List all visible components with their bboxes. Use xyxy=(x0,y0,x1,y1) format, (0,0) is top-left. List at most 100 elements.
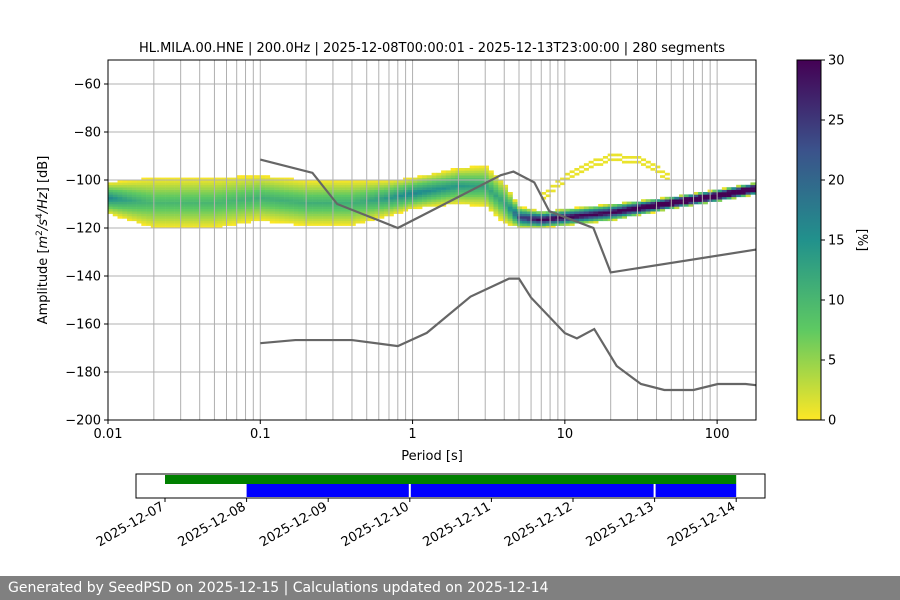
psd-cell xyxy=(498,218,504,222)
psd-cell xyxy=(279,194,285,198)
psd-cell xyxy=(298,218,304,222)
psd-cell xyxy=(536,213,542,217)
psd-cell xyxy=(179,184,185,188)
psd-cell xyxy=(322,196,328,200)
psd-cell xyxy=(260,189,266,193)
psd-cell xyxy=(436,182,442,186)
psd-cell xyxy=(179,192,185,195)
psd-cell xyxy=(650,204,656,207)
psd-cell xyxy=(445,187,451,190)
psd-cell xyxy=(322,223,328,226)
psd-cell xyxy=(131,213,137,217)
psd-cell xyxy=(740,187,746,190)
psd-cell xyxy=(450,201,456,205)
psd-cell xyxy=(136,213,142,217)
psd-cell xyxy=(488,204,494,207)
psd-cell xyxy=(740,189,746,193)
psd-cell xyxy=(322,199,328,202)
psd-cell xyxy=(683,199,689,202)
psd-cell xyxy=(188,180,194,183)
psd-cell xyxy=(345,213,351,217)
psd-cell xyxy=(674,206,680,210)
psd-cell xyxy=(122,213,128,217)
psd-cell xyxy=(198,177,204,181)
psd-cell xyxy=(445,194,451,198)
psd-cell xyxy=(317,199,323,202)
psd-cell xyxy=(498,204,504,207)
psd-cell xyxy=(350,220,356,224)
psd-cell xyxy=(660,206,666,210)
psd-cell xyxy=(155,206,161,210)
psd-cell xyxy=(379,187,385,190)
psd-cell xyxy=(598,204,604,207)
psd-cell xyxy=(122,208,128,212)
psd-cell xyxy=(179,180,185,183)
psd-cell xyxy=(331,187,337,190)
psd-cell xyxy=(284,208,290,212)
psd-cell xyxy=(307,213,313,217)
psd-cell xyxy=(212,218,218,222)
psd-cell xyxy=(502,206,509,210)
psd-cell xyxy=(122,204,128,207)
psd-cell xyxy=(464,180,470,183)
psd-cell xyxy=(431,201,437,205)
psd-cell xyxy=(360,182,366,186)
psd-cell xyxy=(136,201,142,205)
psd-cell xyxy=(498,182,504,186)
psd-cell xyxy=(146,201,152,205)
psd-cell xyxy=(384,187,390,190)
psd-cell xyxy=(265,218,271,222)
psd-cell xyxy=(217,208,223,212)
psd-cell xyxy=(502,201,509,205)
psd-cell xyxy=(474,194,480,198)
psd-cell xyxy=(255,177,261,181)
psd-cell xyxy=(260,206,266,210)
psd-cell xyxy=(512,204,518,207)
psd-cell xyxy=(350,204,356,207)
psd-cell xyxy=(212,184,218,188)
psd-cell xyxy=(645,199,651,202)
psd-cell xyxy=(246,208,252,212)
psd-cell xyxy=(621,156,628,159)
psd-cell xyxy=(483,199,490,202)
psd-cell xyxy=(498,187,504,190)
psd-cell xyxy=(388,194,394,198)
psd-cell xyxy=(369,206,375,210)
psd-cell xyxy=(479,165,485,169)
psd-cell xyxy=(165,218,171,222)
psd-cell xyxy=(279,187,285,190)
psd-cell xyxy=(669,204,675,207)
psd-cell xyxy=(536,211,542,214)
psd-cell xyxy=(674,204,680,207)
psd-cell xyxy=(574,211,580,214)
psd-cell xyxy=(422,199,428,202)
psd-cell xyxy=(369,184,375,188)
psd-cell xyxy=(441,182,447,186)
psd-cell xyxy=(450,175,456,178)
psd-cell xyxy=(198,201,204,205)
colorbar-tick-label: 5 xyxy=(828,354,836,369)
psd-cell xyxy=(274,194,280,198)
psd-cell xyxy=(131,196,137,200)
psd-cell xyxy=(217,204,223,207)
psd-cell xyxy=(193,211,199,214)
psd-cell xyxy=(293,196,299,200)
psd-cell xyxy=(236,216,242,219)
psd-cell xyxy=(298,192,304,195)
psd-cell xyxy=(207,201,213,205)
psd-cell xyxy=(464,187,470,190)
psd-cell xyxy=(393,182,399,186)
psd-cell xyxy=(522,223,528,226)
psd-cell xyxy=(207,177,213,181)
psd-cell xyxy=(217,220,223,224)
psd-cell xyxy=(384,213,390,217)
psd-cell xyxy=(260,187,266,190)
psd-cell xyxy=(284,201,290,205)
psd-cell xyxy=(141,211,147,214)
psd-cell xyxy=(483,172,490,176)
psd-cell xyxy=(136,206,142,210)
psd-cell xyxy=(569,223,575,226)
psd-cell xyxy=(155,180,161,183)
psd-cell xyxy=(664,172,670,176)
psd-cell xyxy=(560,182,566,186)
